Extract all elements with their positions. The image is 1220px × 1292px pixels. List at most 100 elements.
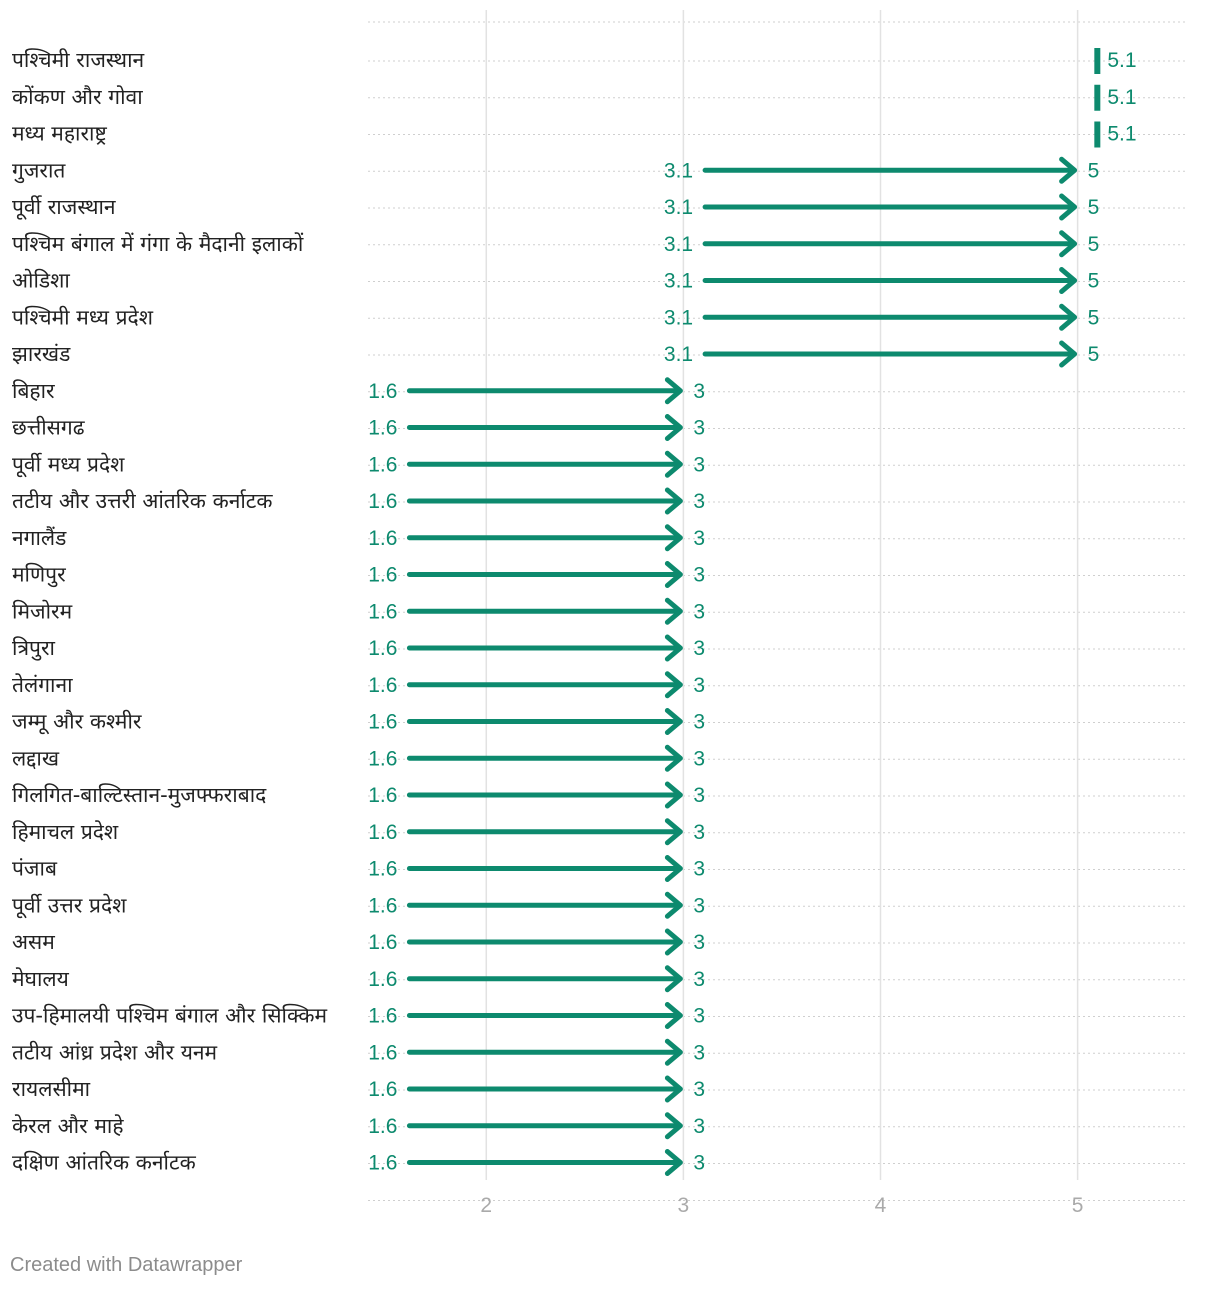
category-label: पश्चिम बंगाल में गंगा के मैदानी इलाकों [12,232,304,256]
end-value-label: 5 [1088,270,1100,293]
start-value-label: 3.1 [664,233,693,256]
end-value-label: 3 [693,674,705,697]
x-tick-label: 3 [678,1194,690,1217]
category-label: नगालैंड [12,526,67,550]
value-marker [1094,121,1101,148]
end-value-label: 5 [1088,306,1100,329]
x-tick-label: 5 [1072,1194,1084,1217]
category-label: गिलगित-बाल्टिस्तान-मुजफ्फराबाद [12,783,267,808]
end-value-label: 3 [693,894,705,917]
end-value-label: 5 [1088,233,1100,256]
end-value-label: 5.1 [1107,123,1136,146]
arrow-head [664,708,683,735]
start-value-label: 1.6 [368,968,397,991]
x-tick-label: 2 [480,1194,492,1217]
end-value-label: 3 [693,1115,705,1138]
arrow-head [664,1112,683,1140]
arrow-head [1059,340,1078,368]
category-label: कोंकण और गोवा [12,85,143,109]
category-label: पूर्वी उत्तर प्रदेश [12,893,127,918]
end-value-label: 3 [693,784,705,807]
category-label: पूर्वी मध्य प्रदेश [12,452,125,477]
start-value-label: 3.1 [664,270,693,293]
end-value-label: 3 [693,490,705,513]
arrow-head [664,1002,683,1029]
start-value-label: 1.6 [368,821,397,844]
end-value-label: 3 [693,600,705,623]
end-value-label: 3 [693,931,705,954]
end-value-label: 3 [693,1041,705,1064]
arrow-chart: 2 3 4 5 पश्चिमी राजस्थान 5.1 कोंकण और गोवा 5.1 म… [12,10,1188,1217]
category-label: त्रिपुरा [12,636,56,661]
arrow-head [664,855,683,882]
category-label: बिहार [12,379,55,403]
category-label: पूर्वी राजस्थान [12,195,116,220]
arrow-head [664,487,683,515]
arrow-head [1059,193,1078,221]
category-label: दक्षिण आंतरिक कर्नाटक [12,1151,197,1175]
category-label: तटीय और उत्तरी आंतरिक कर्नाटक [12,489,273,513]
category-label: छत्तीसगढ [12,416,86,440]
start-value-label: 1.6 [368,784,397,807]
arrow-head [664,450,683,478]
end-value-label: 3 [693,527,705,550]
category-label: झारखंड [12,342,71,366]
arrow-head [1059,267,1078,294]
arrow-head [664,561,683,588]
arrow-head [664,414,683,441]
end-value-label: 5 [1088,196,1100,219]
arrow-head [664,928,683,956]
arrow-head [664,818,683,846]
category-label: उप-हिमालयी पश्चिम बंगाल और सिक्किम [12,1004,328,1028]
start-value-label: 1.6 [368,711,397,734]
value-marker [1094,84,1101,111]
end-value-label: 5.1 [1107,49,1136,72]
start-value-label: 1.6 [368,674,397,697]
arrow-head [664,781,683,809]
category-label: मेघालय [12,967,70,991]
arrow-head [664,1075,683,1103]
start-value-label: 1.6 [368,600,397,623]
arrow-head [664,891,683,919]
arrow-head [664,1149,683,1176]
category-label: लद्दाख [12,746,60,770]
start-value-label: 1.6 [368,747,397,770]
end-value-label: 3 [693,711,705,734]
arrow-head [664,744,683,772]
start-value-label: 3.1 [664,159,693,182]
start-value-label: 1.6 [368,1041,397,1064]
category-label: मिजोरम [12,599,73,623]
end-value-label: 3 [693,637,705,660]
end-value-label: 5 [1088,159,1100,182]
start-value-label: 3.1 [664,343,693,366]
end-value-label: 3 [693,453,705,476]
start-value-label: 1.6 [368,1115,397,1138]
start-value-label: 1.6 [368,564,397,587]
end-value-label: 3 [693,1005,705,1028]
start-value-label: 1.6 [368,931,397,954]
start-value-label: 1.6 [368,1078,397,1101]
arrow-head [664,1038,683,1066]
start-value-label: 1.6 [368,490,397,513]
end-value-label: 3 [693,1078,705,1101]
category-label: ओडिशा [12,269,70,293]
arrow-head [664,634,683,662]
category-label: पश्चिमी मध्य प्रदेश [12,305,154,329]
arrow-head [1059,156,1078,184]
start-value-label: 1.6 [368,1152,397,1175]
category-label: रायलसीमा [12,1077,91,1101]
category-label: मणिपुर [12,563,66,588]
category-label: हिमाचल प्रदेश [12,820,119,844]
category-label: गुजरात [12,158,66,183]
start-value-label: 1.6 [368,637,397,660]
end-value-label: 3 [693,747,705,770]
value-marker [1094,48,1101,74]
arrow-head [1059,303,1078,331]
start-value-label: 1.6 [368,417,397,440]
start-value-label: 1.6 [368,1005,397,1028]
category-label: मध्य महाराष्ट्र [12,122,107,146]
start-value-label: 1.6 [368,453,397,476]
start-value-label: 3.1 [664,306,693,329]
footer-credit: Created with Datawrapper [10,1254,243,1276]
arrow-head [1059,230,1078,258]
